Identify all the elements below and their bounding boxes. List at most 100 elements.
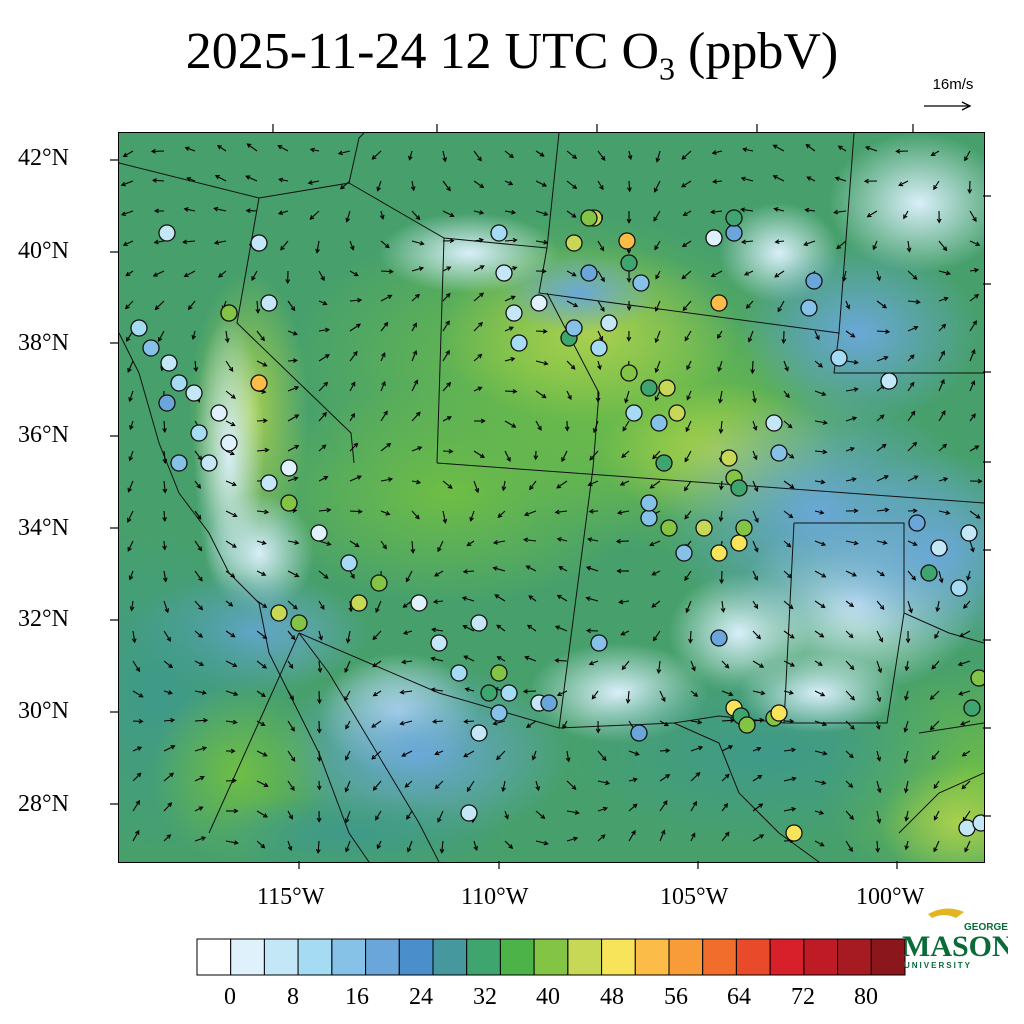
- station-marker[interactable]: [170, 454, 188, 472]
- station-marker[interactable]: [920, 564, 938, 582]
- station-marker[interactable]: [658, 379, 676, 397]
- station-marker[interactable]: [805, 272, 823, 290]
- station-marker[interactable]: [908, 514, 926, 532]
- station-marker[interactable]: [620, 254, 638, 272]
- wind-vector: [163, 745, 176, 752]
- wind-vector: [442, 266, 452, 272]
- station-marker[interactable]: [880, 372, 898, 390]
- state-border: [546, 292, 600, 469]
- station-marker[interactable]: [280, 459, 298, 477]
- station-marker[interactable]: [720, 449, 738, 467]
- station-marker[interactable]: [625, 404, 643, 422]
- station-marker[interactable]: [725, 209, 743, 227]
- station-marker[interactable]: [160, 354, 178, 372]
- station-marker[interactable]: [620, 364, 638, 382]
- station-marker[interactable]: [340, 554, 358, 572]
- station-marker[interactable]: [142, 339, 160, 357]
- station-marker[interactable]: [350, 594, 368, 612]
- station-marker[interactable]: [770, 444, 788, 462]
- station-marker[interactable]: [470, 614, 488, 632]
- station-marker[interactable]: [963, 699, 981, 717]
- station-marker[interactable]: [580, 209, 598, 227]
- station-marker[interactable]: [565, 234, 583, 252]
- station-marker[interactable]: [490, 704, 508, 722]
- station-marker[interactable]: [632, 274, 650, 292]
- station-marker[interactable]: [930, 539, 948, 557]
- station-marker[interactable]: [770, 704, 788, 722]
- station-marker[interactable]: [510, 334, 528, 352]
- station-marker[interactable]: [450, 664, 468, 682]
- station-marker[interactable]: [785, 824, 803, 842]
- wind-vector: [277, 210, 289, 216]
- station-marker[interactable]: [735, 519, 753, 537]
- station-marker[interactable]: [480, 684, 498, 702]
- station-marker[interactable]: [290, 614, 308, 632]
- station-marker[interactable]: [250, 234, 268, 252]
- station-marker[interactable]: [270, 604, 288, 622]
- station-marker[interactable]: [185, 384, 203, 402]
- station-marker[interactable]: [565, 319, 583, 337]
- station-marker[interactable]: [705, 229, 723, 247]
- wind-vector: [410, 540, 416, 554]
- station-marker[interactable]: [640, 379, 658, 397]
- station-marker[interactable]: [580, 264, 598, 282]
- station-marker[interactable]: [668, 404, 686, 422]
- station-marker[interactable]: [370, 574, 388, 592]
- station-marker[interactable]: [725, 224, 743, 242]
- station-marker[interactable]: [540, 694, 558, 712]
- station-marker[interactable]: [630, 724, 648, 742]
- station-marker[interactable]: [655, 454, 673, 472]
- wind-vector: [434, 780, 444, 790]
- station-marker[interactable]: [710, 544, 728, 562]
- station-marker[interactable]: [710, 294, 728, 312]
- station-marker[interactable]: [590, 339, 608, 357]
- station-marker[interactable]: [600, 314, 618, 332]
- station-marker[interactable]: [590, 634, 608, 652]
- station-marker[interactable]: [800, 299, 818, 317]
- station-marker[interactable]: [618, 232, 636, 250]
- station-marker[interactable]: [310, 524, 328, 542]
- station-marker[interactable]: [765, 414, 783, 432]
- station-marker[interactable]: [220, 434, 238, 452]
- station-marker[interactable]: [660, 519, 678, 537]
- map-panel[interactable]: [118, 132, 985, 863]
- station-marker[interactable]: [695, 519, 713, 537]
- station-marker[interactable]: [730, 479, 748, 497]
- station-marker[interactable]: [430, 634, 448, 652]
- station-marker[interactable]: [490, 664, 508, 682]
- station-marker[interactable]: [220, 304, 238, 322]
- station-marker[interactable]: [158, 394, 176, 412]
- station-marker[interactable]: [490, 224, 508, 242]
- station-marker[interactable]: [970, 669, 984, 687]
- station-marker[interactable]: [500, 684, 518, 702]
- station-marker[interactable]: [280, 494, 298, 512]
- wind-vector: [462, 569, 475, 574]
- station-marker[interactable]: [260, 474, 278, 492]
- station-marker[interactable]: [950, 579, 968, 597]
- station-marker[interactable]: [675, 544, 693, 562]
- station-marker[interactable]: [470, 724, 488, 742]
- station-marker[interactable]: [730, 534, 748, 552]
- station-marker[interactable]: [460, 804, 478, 822]
- station-marker[interactable]: [260, 294, 278, 312]
- wind-vector: [287, 330, 298, 336]
- station-marker[interactable]: [960, 524, 978, 542]
- station-marker[interactable]: [210, 404, 228, 422]
- station-marker[interactable]: [505, 304, 523, 322]
- station-marker[interactable]: [158, 224, 176, 242]
- station-marker[interactable]: [530, 294, 548, 312]
- station-marker[interactable]: [640, 494, 658, 512]
- station-marker[interactable]: [640, 509, 658, 527]
- station-marker[interactable]: [190, 424, 208, 442]
- station-marker[interactable]: [410, 594, 428, 612]
- station-marker[interactable]: [710, 629, 728, 647]
- station-marker[interactable]: [170, 374, 188, 392]
- station-marker[interactable]: [200, 454, 218, 472]
- station-marker[interactable]: [250, 374, 268, 392]
- station-marker[interactable]: [650, 414, 668, 432]
- station-marker[interactable]: [972, 814, 984, 832]
- station-marker[interactable]: [130, 319, 148, 337]
- station-marker[interactable]: [830, 349, 848, 367]
- station-marker[interactable]: [738, 716, 756, 734]
- station-marker[interactable]: [495, 264, 513, 282]
